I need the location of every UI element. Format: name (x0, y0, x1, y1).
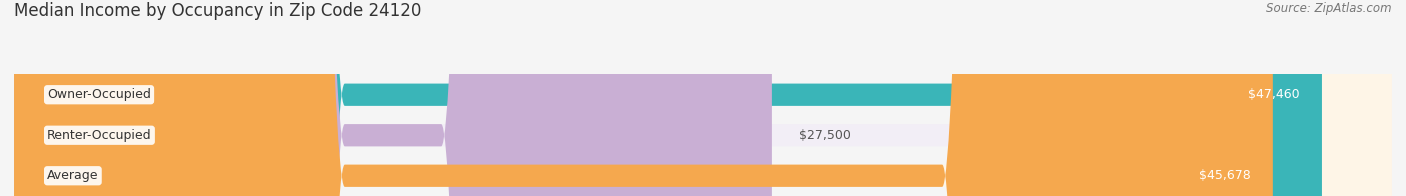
Text: Source: ZipAtlas.com: Source: ZipAtlas.com (1267, 2, 1392, 15)
FancyBboxPatch shape (14, 0, 1392, 196)
Text: Median Income by Occupancy in Zip Code 24120: Median Income by Occupancy in Zip Code 2… (14, 2, 422, 20)
FancyBboxPatch shape (14, 0, 772, 196)
FancyBboxPatch shape (14, 0, 1322, 196)
FancyBboxPatch shape (14, 0, 1392, 196)
Text: $47,460: $47,460 (1249, 88, 1301, 101)
FancyBboxPatch shape (14, 0, 1272, 196)
FancyBboxPatch shape (14, 0, 1392, 196)
Text: Average: Average (48, 169, 98, 182)
Text: Owner-Occupied: Owner-Occupied (48, 88, 150, 101)
Text: $45,678: $45,678 (1199, 169, 1251, 182)
Text: Renter-Occupied: Renter-Occupied (48, 129, 152, 142)
Text: $27,500: $27,500 (800, 129, 851, 142)
